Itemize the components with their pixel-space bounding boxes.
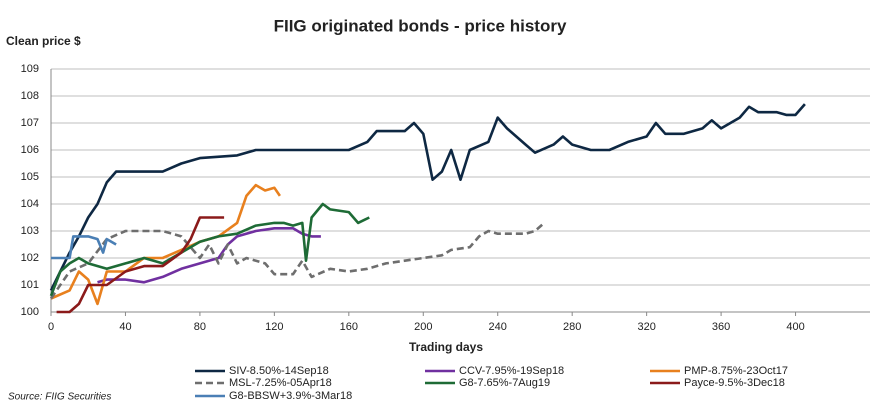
- source-note: Source: FIIG Securities: [8, 392, 111, 403]
- y-tick-label: 106: [21, 144, 39, 156]
- series-line: [97, 227, 321, 284]
- x-tick-label: 160: [340, 321, 358, 333]
- series-line: [49, 221, 546, 300]
- chart-title: FIIG originated bonds - price history: [274, 16, 567, 35]
- y-tick-label: 101: [21, 279, 39, 291]
- legend-label: SIV-8.50%-14Sep18: [229, 365, 329, 377]
- y-tick-label: 105: [21, 171, 39, 183]
- y-axis-title: Clean price $: [6, 34, 81, 48]
- legend-label: Payce-9.5%-3Dec18: [684, 377, 785, 389]
- legend-label: CCV-7.95%-19Sep18: [459, 365, 564, 377]
- series-line: [50, 183, 281, 306]
- x-tick-label: 80: [194, 321, 206, 333]
- y-tick-label: 107: [21, 117, 39, 129]
- y-tick-label: 109: [21, 63, 39, 75]
- x-tick-label: 320: [637, 321, 655, 333]
- x-tick-label: 120: [265, 321, 283, 333]
- series-line: [49, 202, 370, 297]
- x-tick-label: 40: [119, 321, 131, 333]
- y-tick-label: 100: [21, 306, 39, 318]
- x-tick-label: 0: [48, 321, 54, 333]
- x-tick-label: 240: [489, 321, 507, 333]
- legend-label: MSL-7.25%-05Apr18: [229, 377, 332, 389]
- legend-label: PMP-8.75%-23Oct17: [684, 365, 788, 377]
- x-tick-label: 200: [414, 321, 432, 333]
- y-tick-label: 108: [21, 90, 39, 102]
- series-line: [49, 103, 806, 291]
- series-line: [51, 235, 117, 260]
- legend-label: G8-7.65%-7Aug19: [459, 377, 550, 389]
- y-tick-label: 104: [21, 198, 39, 210]
- x-axis-title: Trading days: [409, 340, 483, 354]
- y-tick-label: 102: [21, 252, 39, 264]
- series-line: [56, 216, 225, 314]
- y-tick-label: 103: [21, 225, 39, 237]
- x-tick-label: 280: [563, 321, 581, 333]
- legend-label: G8-BBSW+3.9%-3Mar18: [229, 390, 352, 402]
- x-tick-label: 400: [786, 321, 804, 333]
- x-tick-label: 360: [712, 321, 730, 333]
